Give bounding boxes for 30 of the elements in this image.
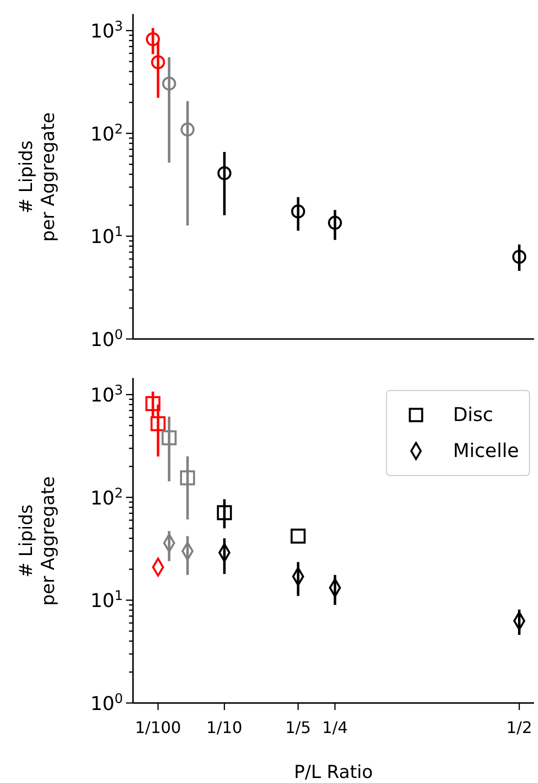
x-tick-label: 1/10 [206, 718, 242, 737]
y-tick-label: 10$^{3}$ [90, 383, 123, 407]
y-tick-label: 10$^{1}$ [90, 224, 123, 248]
x-tick-label: 1/5 [285, 718, 311, 737]
point [146, 32, 160, 46]
y-axis-title: # Lipids per Aggregate [16, 476, 60, 606]
point [291, 204, 306, 218]
point [328, 216, 342, 230]
x-tick-label: 1/2 [506, 718, 532, 737]
legend-label: Micelle [452, 440, 519, 462]
y-tick-label: 10$^{0}$ [90, 328, 123, 351]
x-tick-label: 1/100 [135, 718, 182, 737]
point [512, 250, 526, 264]
point [145, 396, 160, 412]
x-axis-title: P/L Ratio [293, 762, 374, 783]
y-tick-label: 10$^{2}$ [90, 486, 123, 510]
y-tick-label: 10$^{1}$ [90, 588, 123, 612]
point [217, 166, 232, 180]
point [180, 122, 195, 137]
y-tick-label: 10$^{3}$ [90, 19, 123, 43]
y-tick-label: 10$^{0}$ [90, 692, 123, 715]
y-axis-title: # Lipids per Aggregate [16, 112, 60, 242]
y-tick-label: 10$^{2}$ [90, 122, 123, 146]
point [180, 470, 196, 486]
x-tick-label: 1/4 [322, 718, 348, 737]
point [162, 430, 177, 446]
point [162, 76, 176, 91]
point [150, 416, 166, 432]
point [151, 55, 166, 70]
legend-label: Disc [452, 404, 494, 426]
